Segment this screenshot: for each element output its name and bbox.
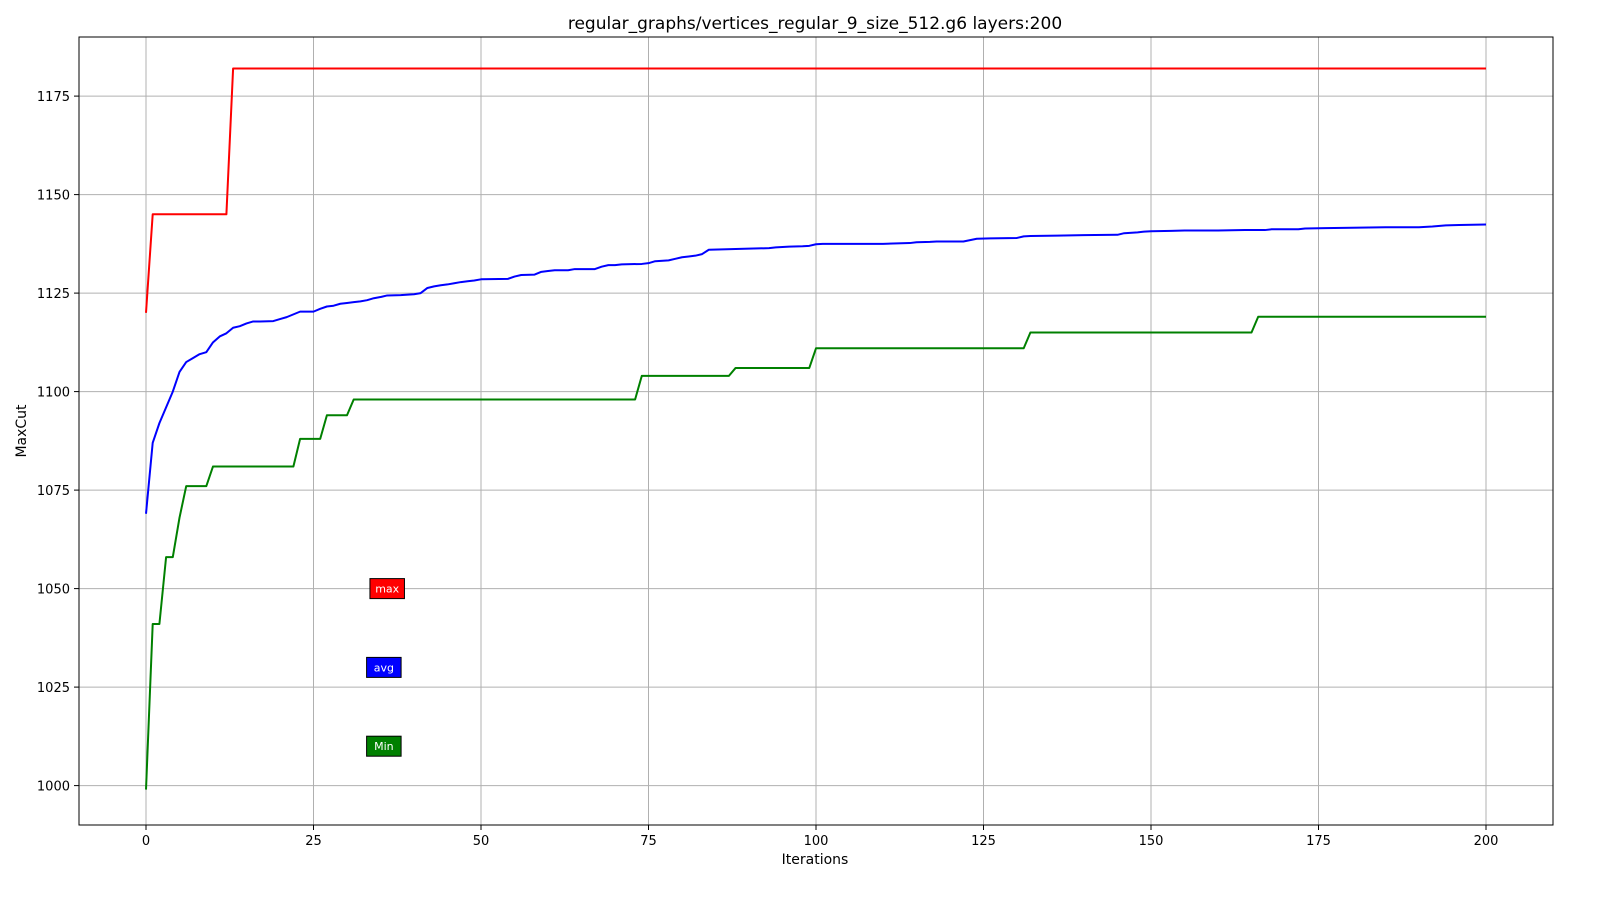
- legend-label-min: Min: [374, 740, 394, 753]
- chart-title: regular_graphs/vertices_regular_9_size_5…: [568, 14, 1062, 34]
- x-tick-label: 25: [305, 834, 322, 849]
- x-tick-label: 150: [1139, 834, 1164, 849]
- tick-layer: 0 25 50 75 100 125 150 175 200 1000 1025 1050 1075 11…: [37, 90, 1499, 849]
- legend-box-max: [369, 578, 405, 600]
- series-line-max: [145, 67, 1486, 313]
- series-line-avg: [145, 223, 1487, 514]
- x-tick-label: 0: [142, 834, 150, 849]
- y-tick-label: 1150: [37, 189, 70, 204]
- x-tick-label: 50: [473, 834, 490, 849]
- y-tick-label: 1075: [37, 484, 70, 499]
- x-tick-label: 200: [1474, 834, 1499, 849]
- y-tick-label: 1025: [37, 681, 70, 696]
- x-tick-label: 75: [640, 834, 657, 849]
- y-tick-label: 1100: [37, 386, 70, 401]
- y-axis-label: MaxCut: [14, 404, 30, 458]
- legend-label-avg: avg: [374, 661, 394, 674]
- y-tick-label: 1125: [37, 287, 70, 302]
- legend-label-max: max: [375, 583, 399, 596]
- x-tick-label: 125: [971, 834, 996, 849]
- legend-box-avg: [366, 656, 402, 678]
- legend: max avg Min: [366, 578, 405, 757]
- y-tick-label: 1175: [37, 90, 70, 105]
- x-tick-label: 100: [804, 834, 829, 849]
- series-line-min: [145, 315, 1486, 790]
- legend-box-min: [366, 735, 402, 757]
- x-tick-label: 175: [1306, 834, 1331, 849]
- y-tick-label: 1050: [37, 583, 70, 598]
- y-tick-label: 1000: [37, 780, 70, 795]
- series-layer: [145, 67, 1487, 790]
- grid: [79, 37, 1553, 825]
- x-axis-label: Iterations: [782, 852, 849, 868]
